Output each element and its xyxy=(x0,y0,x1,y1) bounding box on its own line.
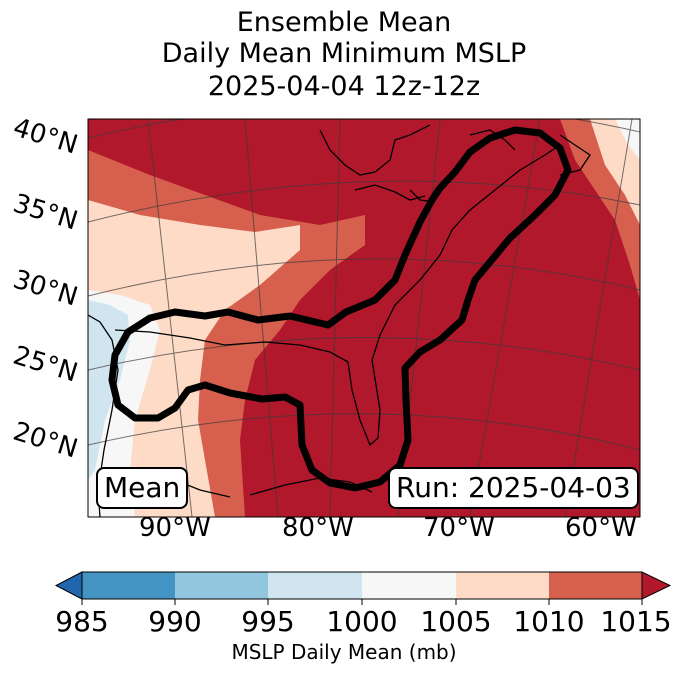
colorbar-segment-990-995 xyxy=(175,572,268,599)
colorbar-tick-1000: 1000 xyxy=(326,605,398,638)
colorbar-segment-1010-1015 xyxy=(549,572,642,599)
field-1005-1010-west xyxy=(88,200,300,517)
run-label-box: Run: 2025-04-03 xyxy=(388,467,639,509)
colorbar-tick-1005: 1005 xyxy=(420,605,492,638)
colorbar-segment-985-990 xyxy=(82,572,175,599)
colorbar-ticks xyxy=(81,599,643,605)
lon-label-70w: 70°W xyxy=(423,513,495,543)
title-line-2: Daily Mean Minimum MSLP xyxy=(161,38,527,69)
colorbar xyxy=(54,571,672,605)
map-panel xyxy=(88,119,640,517)
mean-label-box: Mean xyxy=(96,467,189,509)
title-line-1: Ensemble Mean xyxy=(236,7,452,38)
colorbar-tick-990: 990 xyxy=(148,605,202,638)
colorbar-extend-high xyxy=(641,571,672,600)
lon-label-90w: 90°W xyxy=(139,513,211,543)
colorbar-extend-low xyxy=(54,571,83,600)
lon-label-80w: 80°W xyxy=(282,513,354,543)
colorbar-tick-985: 985 xyxy=(55,605,109,638)
mean-contour-1015 xyxy=(108,126,572,492)
lon-label-60w: 60°W xyxy=(565,513,637,543)
colorbar-tick-1010: 1010 xyxy=(513,605,585,638)
colorbar-segment-995-1000 xyxy=(268,572,362,599)
colorbar-tick-1015: 1015 xyxy=(600,605,672,638)
title-line-3: 2025-04-04 12z-12z xyxy=(207,71,481,102)
colorbar-segment-1005-1010 xyxy=(456,572,549,599)
map-frame xyxy=(87,118,641,518)
colorbar-tick-995: 995 xyxy=(241,605,295,638)
colorbar-label: MSLP Daily Mean (mb) xyxy=(231,640,457,664)
colorbar-segment-1000-1005 xyxy=(362,572,456,599)
field-1000-1005-east xyxy=(615,119,640,160)
